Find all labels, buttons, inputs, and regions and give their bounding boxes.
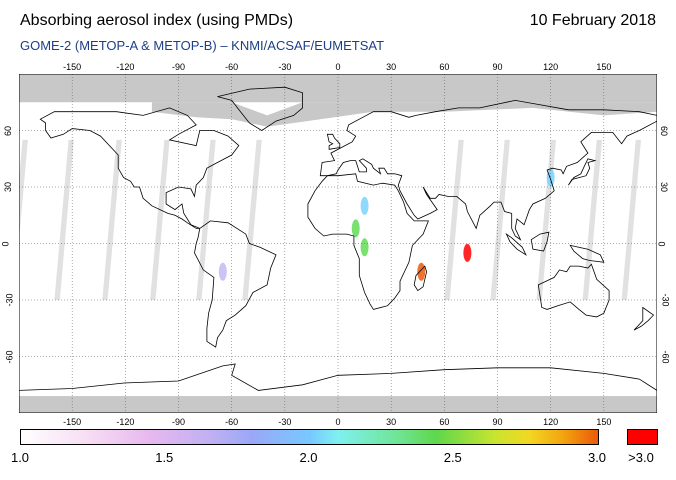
colorbar-overflow-box (627, 429, 658, 445)
coast-sumatra (505, 232, 527, 256)
coast-antarctica (19, 363, 657, 391)
colorbar (20, 429, 599, 445)
aerosol-cluster-6 (218, 262, 227, 281)
lon-tick-top-6: 30 (386, 62, 397, 72)
lon-tick-bottom-5: 0 (335, 417, 341, 427)
lat-tick-left-3: -30 (4, 293, 15, 307)
lat-tick-left-0: 60 (3, 125, 14, 136)
lon-tick-top-1: -120 (116, 62, 135, 72)
lat-tick-right-0: 60 (659, 125, 670, 136)
coast-africa (307, 173, 429, 310)
lon-tick-bottom-0: -150 (63, 417, 82, 427)
map-title: Absorbing aerosol index (using PMDs) (20, 12, 294, 29)
world-map (19, 74, 657, 413)
map-date: 10 February 2018 (529, 12, 656, 29)
lon-tick-top-5: 0 (335, 62, 341, 72)
colorbar-label-0: 1.0 (10, 450, 30, 465)
coastlines (19, 86, 657, 391)
swath-gap-6 (444, 139, 464, 300)
lon-tick-bottom-2: -90 (171, 417, 186, 427)
lat-tick-left-2: 0 (0, 240, 11, 247)
coast-borneo (530, 231, 550, 252)
aerosol-cluster-2 (417, 262, 426, 281)
swath-gap-10 (621, 139, 641, 300)
lat-tick-right-4: -60 (660, 349, 671, 364)
coast-europe-asia (319, 99, 657, 241)
coast-uk (326, 133, 341, 150)
swath-gap-3 (150, 139, 170, 300)
orbit-swath-gaps (19, 139, 641, 300)
lat-tick-right-3: -30 (660, 293, 671, 307)
lon-tick-bottom-8: 90 (492, 417, 503, 427)
colorbar-label-2: 2.0 (299, 450, 318, 465)
lon-tick-bottom-3: -60 (225, 417, 239, 427)
swath-gap-5 (242, 139, 262, 300)
arctic-no-data (19, 74, 657, 103)
coast-new-zealand (633, 306, 655, 331)
coast-japan (568, 158, 597, 186)
coast-australia (537, 263, 610, 318)
lon-tick-top-9: 120 (543, 62, 559, 72)
lon-tick-top-10: 150 (596, 62, 612, 72)
aerosol-cluster-3 (463, 243, 472, 262)
swath-gap-7 (490, 139, 510, 300)
coast-new-guinea (569, 244, 605, 263)
lon-tick-bottom-9: 120 (543, 417, 559, 427)
lat-tick-right-1: 30 (659, 181, 670, 193)
aerosol-cluster-1 (351, 219, 360, 238)
swath-gap-1 (54, 139, 74, 300)
lat-tick-right-2: 0 (656, 240, 667, 247)
lon-tick-top-3: -60 (225, 62, 239, 72)
colorbar-label-3: 2.5 (443, 450, 462, 465)
swath-gap-4 (196, 139, 216, 300)
colorbar-label-4: 3.0 (587, 450, 607, 465)
graticule (19, 74, 657, 413)
coast-madagascar (413, 265, 428, 292)
lon-tick-bottom-4: -30 (278, 417, 292, 427)
coast-south-america (194, 220, 277, 348)
lon-tick-bottom-10: 150 (596, 417, 612, 427)
colorbar-overflow-label: >3.0 (628, 450, 654, 465)
coast-greenland (217, 86, 303, 131)
aerosol-cluster-0 (360, 238, 369, 257)
lat-tick-left-1: 30 (3, 181, 14, 193)
lon-tick-top-7: 60 (439, 62, 450, 72)
coast-north-america (39, 107, 240, 229)
swath-gap-2 (102, 139, 122, 300)
lon-tick-bottom-1: -120 (116, 417, 135, 427)
aerosol-cluster-4 (360, 196, 369, 215)
lon-tick-top-0: -150 (63, 62, 82, 72)
colorbar-label-1: 1.5 (155, 450, 174, 465)
lon-tick-bottom-7: 60 (439, 417, 450, 427)
lon-tick-top-4: -30 (278, 62, 292, 72)
map-subtitle: GOME-2 (METOP-A & METOP-B) – KNMI/ACSAF/… (20, 38, 385, 53)
lat-tick-left-4: -60 (4, 349, 15, 364)
lon-tick-bottom-6: 30 (386, 417, 397, 427)
lon-tick-top-2: -90 (171, 62, 186, 72)
lon-tick-top-8: 90 (492, 62, 503, 72)
